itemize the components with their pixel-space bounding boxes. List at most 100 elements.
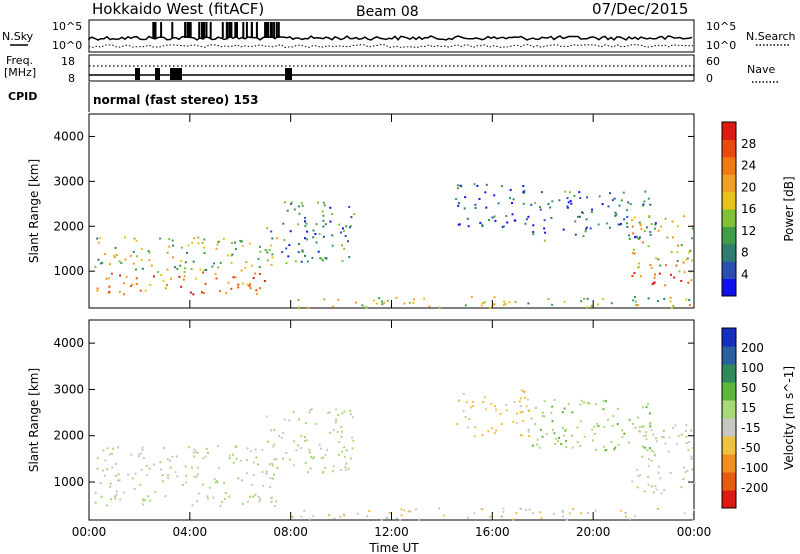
colorbar-title: Velocity [m s^-1] [782, 366, 796, 470]
data-cell [237, 477, 240, 480]
data-cell [101, 261, 104, 264]
data-cell [100, 262, 102, 265]
data-cell [135, 283, 138, 285]
data-cell [261, 448, 264, 451]
data-cell [653, 282, 655, 285]
data-cell [117, 473, 120, 476]
data-cell [536, 443, 539, 446]
data-cell [94, 491, 97, 494]
data-cell [638, 236, 641, 239]
data-cell [619, 223, 622, 225]
data-cell [290, 201, 293, 204]
data-cell [306, 260, 309, 263]
data-cell [544, 231, 547, 234]
data-cell [473, 512, 476, 515]
colorbar-tick-label: -15 [741, 421, 761, 435]
data-cell [493, 194, 496, 197]
data-cell [631, 275, 634, 277]
nsky-label: N.Sky [2, 30, 34, 43]
data-cell [652, 433, 655, 436]
data-cell [232, 453, 234, 456]
data-cell [268, 463, 271, 466]
data-cell [189, 291, 192, 294]
data-cell [159, 461, 162, 464]
data-cell [208, 486, 211, 489]
data-cell [114, 247, 117, 249]
data-cell [205, 447, 208, 450]
data-cell [519, 397, 522, 400]
data-cell [267, 440, 269, 443]
data-cell [602, 399, 605, 402]
data-cell [183, 275, 186, 278]
data-cell [258, 500, 261, 503]
data-cell [152, 463, 155, 466]
data-cell [634, 426, 637, 429]
data-cell [636, 468, 639, 471]
data-cell [285, 452, 288, 454]
data-cell [590, 304, 593, 307]
data-cell [343, 410, 346, 413]
data-cell [340, 430, 343, 433]
data-cell [276, 466, 279, 469]
data-cell [687, 281, 690, 284]
data-cell [512, 198, 515, 201]
data-cell [239, 459, 242, 462]
data-cell [581, 211, 584, 214]
data-cell [595, 403, 598, 406]
data-cell [193, 237, 196, 240]
data-cell [337, 414, 340, 416]
colorbar-swatch [722, 243, 736, 262]
data-cell [228, 454, 231, 457]
data-cell [519, 405, 522, 408]
data-cell [228, 457, 231, 460]
data-cell [322, 201, 325, 204]
data-cell [601, 203, 604, 206]
data-cell [458, 399, 460, 402]
data-cell [308, 518, 311, 521]
data-cell [199, 268, 202, 271]
data-cell [412, 298, 415, 301]
data-cell [531, 444, 534, 447]
data-cell [686, 257, 689, 260]
data-cell [271, 256, 274, 259]
data-cell [620, 199, 623, 202]
data-cell [147, 495, 150, 498]
data-cell [227, 281, 230, 284]
data-cell [142, 499, 145, 502]
data-cell [613, 197, 616, 200]
data-cell [321, 210, 324, 213]
data-cell [540, 517, 543, 520]
data-cell [197, 492, 200, 495]
data-cell [341, 412, 344, 415]
data-cell [502, 225, 505, 228]
data-cell [635, 304, 638, 306]
data-cell [217, 445, 220, 447]
data-cell [629, 419, 632, 422]
data-cell [570, 202, 573, 205]
data-cell [551, 420, 554, 423]
data-cell [262, 484, 265, 487]
data-cell [375, 302, 378, 305]
data-cell [515, 512, 518, 515]
data-cell [351, 436, 354, 439]
station-title: Hokkaido West (fitACF) [92, 0, 264, 18]
data-cell [301, 204, 304, 207]
data-cell [591, 439, 594, 442]
data-cell [649, 233, 652, 236]
data-cell [553, 432, 556, 435]
data-cell [497, 202, 500, 205]
data-cell [258, 265, 261, 268]
data-cell [571, 434, 573, 437]
data-cell [691, 447, 694, 450]
colorbar-tick-label: 8 [741, 246, 749, 260]
data-cell [266, 227, 269, 230]
data-cell [631, 225, 634, 228]
data-cell [541, 411, 544, 414]
data-cell [308, 411, 311, 414]
data-cell [118, 479, 121, 482]
data-cell [493, 215, 496, 218]
data-cell [493, 303, 496, 306]
data-cell [130, 453, 133, 456]
data-cell [160, 273, 163, 276]
